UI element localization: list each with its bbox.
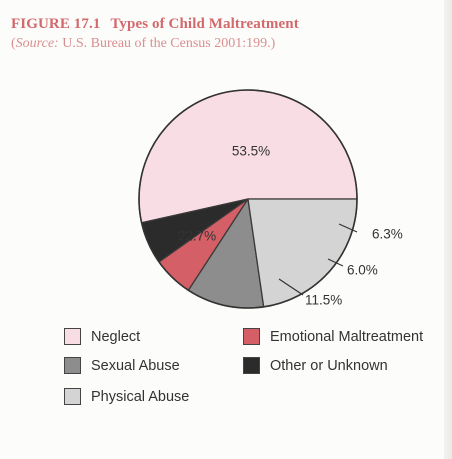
pie-slice-physical-abuse (247, 198, 358, 308)
source-close-paren: ) (270, 36, 276, 51)
source-label: Source: (15, 36, 59, 51)
leader-line-sexual-abuse (278, 278, 304, 296)
slice-label-neglect: 53.5% (232, 144, 270, 159)
figure-number: FIGURE 17.1 (11, 16, 101, 32)
figure-title: FIGURE 17.1 Types of Child Maltreatment (11, 15, 441, 33)
slice-label-physical-abuse: 22.7% (178, 229, 216, 244)
figure-source: (Source: U.S. Bureau of the Census 2001:… (11, 35, 441, 52)
source-text: U.S. Bureau of the Census 2001:199. (62, 36, 271, 51)
slice-label-other-or-unknown: 6.3% (372, 227, 403, 242)
figure-title-text: Types of Child Maltreatment (110, 16, 299, 32)
leader-line-other-or-unknown (338, 223, 358, 233)
source-open-paren: ( (11, 36, 16, 51)
leader-line-emotional-maltreatment (327, 258, 344, 267)
slice-label-sexual-abuse: 11.5% (305, 293, 342, 308)
page-edge (444, 0, 452, 459)
figure-header: FIGURE 17.1 Types of Child Maltreatment (… (11, 15, 441, 52)
pie-outline (138, 89, 358, 309)
slice-label-emotional-maltreatment: 6.0% (347, 263, 378, 278)
